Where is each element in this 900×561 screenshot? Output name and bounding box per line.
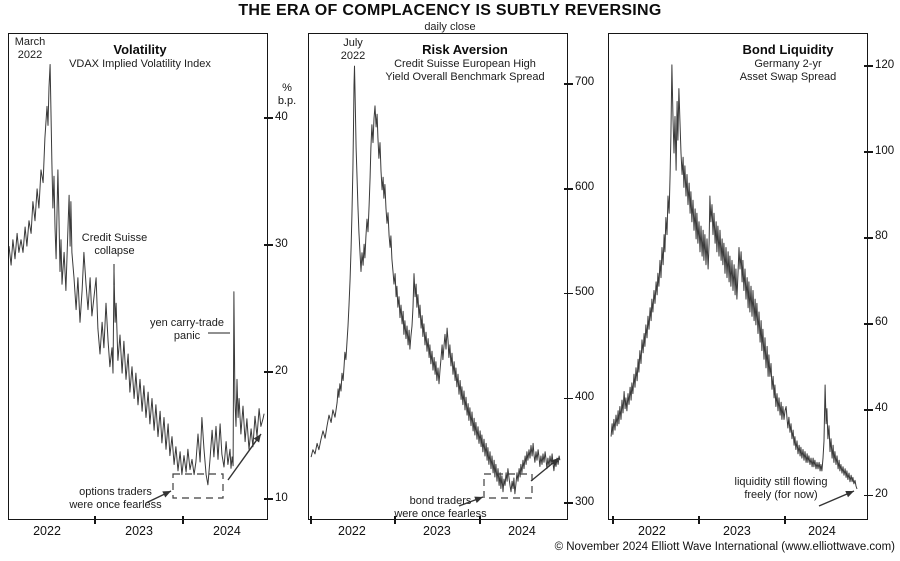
y-tick-label: 400 [575,390,595,403]
x-year-label: 2022 [338,524,366,538]
annotation-line: Credit Suisse [81,232,148,244]
annotation-line: 2022 [17,49,43,61]
panel-title: Bond Liquidity [742,42,834,57]
x-year-label: 2024 [213,524,241,538]
y-tick-label: 20 [875,488,888,501]
arrow-head [474,496,483,503]
data-line [9,64,265,486]
annotation-credit-suisse-collapse: Credit Suisse collapse [54,232,175,258]
annotation-line: liquidity still flowing [734,476,828,488]
data-line [610,64,858,490]
panel-subtitle-line: Credit Suisse European High [394,58,536,70]
y-tick-label: 60 [875,316,888,329]
arrow-head [162,491,171,498]
x-year-label: 2022 [638,524,666,538]
y-tick-label: 40 [275,110,288,123]
annotation-line: were once fearless [69,499,162,511]
x-year-label: 2024 [508,524,536,538]
annotation-line: were once fearless [394,508,487,520]
y-tick-label: 80 [875,230,888,243]
panel-title: Risk Aversion [422,42,508,57]
panel-subtitle-line: Asset Swap Spread [739,70,837,83]
x-year-label: 2023 [125,524,153,538]
annotation-line: options traders [79,486,152,498]
chart-plot [610,64,858,507]
bond-liquidity-panel: Bond Liquidity Germany 2-yr Asset Swap S… [608,33,868,520]
chart-plot [9,64,265,504]
x-year-label: 2023 [423,524,451,538]
volatility-panel: Volatility VDAX Implied Volatility Index… [8,33,268,520]
y-tick-label: 10 [275,491,288,504]
panel-subtitle: Germany 2-yr Asset Swap Spread [678,58,898,83]
annotation-line: July [343,37,363,49]
y-tick-label: 700 [575,76,595,89]
chart-title: THE ERA OF COMPLACENCY IS SUBTLY REVERSI… [238,2,662,19]
annotation-line: 2022 [340,50,366,62]
y-tick-label: 30 [275,237,288,250]
y-tick-label: 500 [575,286,595,299]
copyright-text: © November 2024 Elliott Wave Internation… [554,541,895,553]
arrow-head [845,491,854,498]
y-tick-label: 600 [575,181,595,194]
y-tick-label: 20 [275,364,288,377]
risk-aversion-panel: Risk Aversion Credit Suisse European Hig… [308,33,568,520]
panel-subtitle: Credit Suisse European High Yield Overal… [355,58,575,83]
x-year-label: 2023 [723,524,751,538]
y-axis-unit-label: b.p. [277,95,297,107]
panel-subtitle: VDAX Implied Volatility Index [30,58,250,71]
annotation-line: bond traders [409,495,472,507]
annotation-line: freely (for now) [744,489,818,501]
annotation-line: March [14,36,46,48]
annotation-line: yen carry-trade [150,317,224,329]
data-line [310,65,561,495]
arrow-head [550,458,559,466]
chart-plot [310,65,561,507]
x-year-label: 2022 [33,524,61,538]
annotation-july-2022: July 2022 [313,37,393,63]
annotation-line: collapse [94,245,135,257]
annotation-liquidity-still-flowing: liquidity still flowing freely (for now) [702,476,860,502]
y-axis-unit-label: % [282,82,292,94]
y-tick-label: 300 [575,495,595,508]
panel-title: Volatility [113,42,167,57]
y-tick-label: 40 [875,402,888,415]
annotation-line: panic [173,330,201,342]
annotation-bond-traders: bond traders were once fearless [367,495,514,521]
annotation-march-2022: March 2022 [9,36,51,62]
y-tick-label: 100 [875,144,895,157]
x-year-label: 2024 [808,524,836,538]
dashed-box [483,473,533,499]
annotation-yen-carry-trade-panic: yen carry-trade panic [121,317,253,343]
chart-subtitle: daily close [424,21,476,33]
panel-subtitle-line: Germany 2-yr [754,58,822,70]
panel-subtitle-line: Yield Overall Benchmark Spread [385,70,545,83]
annotation-options-traders: options traders were once fearless [42,486,189,512]
panel-subtitle-line: VDAX Implied Volatility Index [69,58,211,70]
dashed-box [172,473,224,499]
arrow-head [253,434,261,443]
arrow-line [227,433,262,481]
